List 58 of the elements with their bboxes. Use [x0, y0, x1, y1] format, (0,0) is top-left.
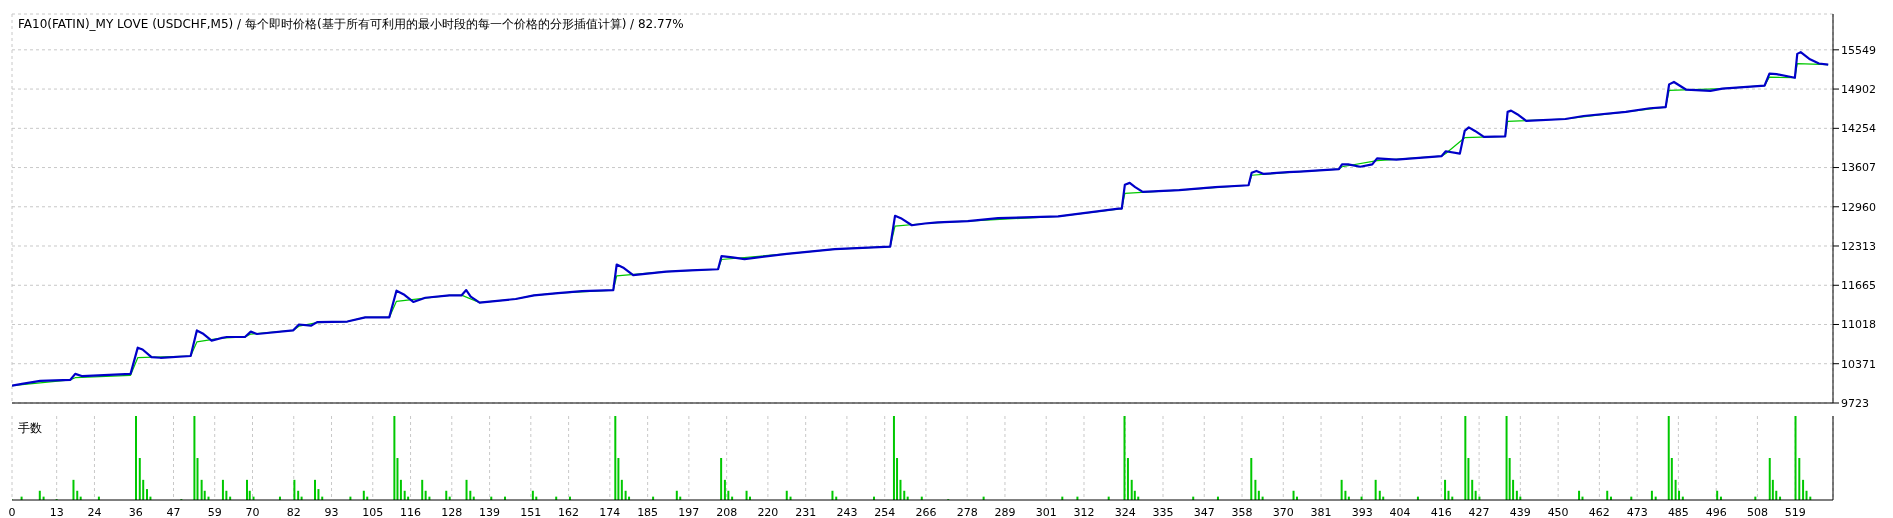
x-tick-label: 208 — [716, 505, 738, 518]
x-tick-label: 243 — [836, 505, 858, 518]
y-tick-label: 13607 — [1841, 161, 1876, 175]
x-tick-label: 473 — [1626, 505, 1648, 518]
x-tick-label: 36 — [128, 505, 143, 518]
x-tick-label: 266 — [915, 505, 937, 518]
x-tick-label: 70 — [245, 505, 260, 518]
x-tick-label: 116 — [400, 505, 422, 518]
chart-title: FA10(FATIN)_MY LOVE (USDCHF,M5) / 每个即时价格(基于所有可利用的最小时段的每一个价格的分形插值计算) / 82.77% — [18, 16, 684, 33]
x-tick-label: 450 — [1547, 505, 1569, 518]
x-tick-label: 462 — [1588, 505, 1610, 518]
x-tick-label: 312 — [1073, 505, 1095, 518]
x-tick-label: 427 — [1468, 505, 1490, 518]
x-tick-label: 24 — [87, 505, 102, 518]
x-tick-label: 0 — [8, 505, 16, 518]
x-tick-label: 393 — [1351, 505, 1373, 518]
x-tick-label: 162 — [558, 505, 580, 518]
y-tick-label: 9723 — [1841, 396, 1869, 410]
x-tick-label: 174 — [599, 505, 621, 518]
x-tick-label: 381 — [1310, 505, 1332, 518]
x-tick-label: 347 — [1193, 505, 1215, 518]
x-tick-label: 151 — [520, 505, 542, 518]
x-tick-label: 508 — [1746, 505, 1768, 518]
x-tick-label: 47 — [166, 505, 181, 518]
x-tick-label: 231 — [795, 505, 817, 518]
x-tick-label: 278 — [956, 505, 978, 518]
x-tick-label: 370 — [1272, 505, 1294, 518]
x-tick-label: 139 — [479, 505, 501, 518]
x-tick-label: 13 — [49, 505, 64, 518]
x-tick-label: 416 — [1430, 505, 1452, 518]
y-tick-label: 11665 — [1841, 279, 1876, 293]
x-tick-label: 358 — [1231, 505, 1253, 518]
x-tick-label: 485 — [1667, 505, 1689, 518]
x-tick-label: 93 — [324, 505, 339, 518]
x-tick-label: 289 — [994, 505, 1016, 518]
x-tick-label: 59 — [207, 505, 222, 518]
x-tick-label: 324 — [1114, 505, 1136, 518]
y-tick-label: 15549 — [1841, 43, 1876, 57]
y-tick-label: 12313 — [1841, 239, 1876, 253]
y-axis-title: 手数 — [18, 420, 42, 437]
y-tick-label: 12960 — [1841, 200, 1876, 214]
x-tick-label: 185 — [637, 505, 659, 518]
y-tick-label: 10371 — [1841, 357, 1876, 371]
y-tick-label: 11018 — [1841, 318, 1876, 332]
x-tick-label: 301 — [1035, 505, 1057, 518]
x-tick-label: 197 — [678, 505, 700, 518]
x-tick-label: 439 — [1509, 505, 1531, 518]
x-tick-label: 105 — [362, 505, 384, 518]
x-tick-label: 404 — [1389, 505, 1411, 518]
y-tick-label: 14254 — [1841, 122, 1876, 136]
x-tick-label: 254 — [874, 505, 896, 518]
x-tick-label: 82 — [286, 505, 301, 518]
x-tick-label: 496 — [1705, 505, 1727, 518]
y-tick-label: 14902 — [1841, 82, 1876, 96]
x-tick-label: 128 — [441, 505, 463, 518]
x-tick-label: 519 — [1784, 505, 1806, 518]
x-tick-label: 220 — [757, 505, 779, 518]
x-tick-label: 335 — [1152, 505, 1174, 518]
